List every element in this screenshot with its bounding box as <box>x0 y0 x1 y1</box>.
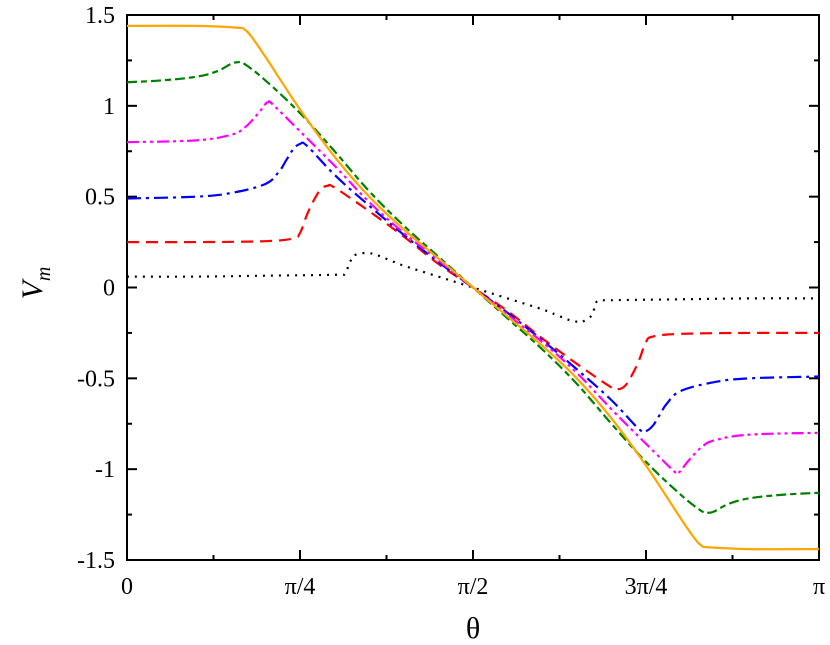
y-tick-label-5: -1 <box>95 457 115 483</box>
y-tick-label-6: -1.5 <box>77 548 115 574</box>
series-line-dashdot-blue <box>127 141 819 434</box>
x-tick-labels: 0 π/4 π/2 3π/4 π <box>121 574 825 600</box>
series-line-solid-orange <box>127 24 819 551</box>
series-line-dotted-black <box>127 251 819 324</box>
x-tick-label-0: 0 <box>121 574 133 600</box>
x-tick-label-2: π/2 <box>458 574 489 600</box>
series-group <box>127 24 819 551</box>
x-tick-label-4: π <box>813 574 825 600</box>
y-tick-label-0: 1.5 <box>85 3 115 29</box>
y-axis-label: Vm <box>16 267 55 300</box>
y-tick-label-4: -0.5 <box>77 366 115 392</box>
x-tick-label-3: 3π/4 <box>625 574 668 600</box>
x-axis-label: θ <box>466 612 480 645</box>
y-tick-label-3: 0 <box>103 276 115 302</box>
y-axis-label-subscript: m <box>33 267 55 281</box>
axis-ticks <box>126 14 820 561</box>
x-tick-label-1: π/4 <box>285 574 316 600</box>
y-tick-label-2: 0.5 <box>85 185 115 211</box>
y-axis-label-main: V <box>16 277 49 299</box>
y-tick-labels: 1.5 1 0.5 0 -0.5 -1 -1.5 <box>77 3 115 574</box>
y-tick-label-1: 1 <box>103 94 115 120</box>
series-line-dashdotdot-magenta <box>127 100 819 475</box>
